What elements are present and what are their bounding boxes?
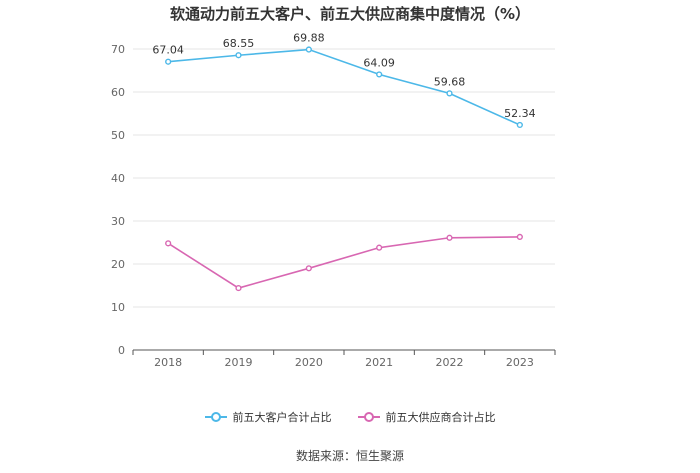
data-point-0-2 xyxy=(305,46,312,53)
y-tick-label-40: 40 xyxy=(111,172,125,185)
legend-swatch-customers xyxy=(204,412,227,422)
series-line-0 xyxy=(168,48,521,126)
x-tick-label-2019: 2019 xyxy=(225,356,253,369)
legend-label-customers: 前五大客户合计占比 xyxy=(232,411,332,424)
legend-swatch-suppliers xyxy=(357,412,380,422)
data-label-0-4: 59.68 xyxy=(434,75,466,88)
data-point-1-3 xyxy=(376,244,383,251)
data-source: 数据来源：恒生聚源 xyxy=(295,449,404,463)
data-point-1-1 xyxy=(235,284,242,292)
data-point-0-3 xyxy=(376,71,383,78)
data-label-0-5: 52.34 xyxy=(504,107,536,120)
y-tick-label-30: 30 xyxy=(111,215,125,228)
data-label-0-3: 64.09 xyxy=(363,56,395,69)
legend-item-suppliers[interactable]: 前五大供应商合计占比 xyxy=(357,409,496,425)
y-tick-label-0: 0 xyxy=(118,344,125,357)
x-tick-label-2018: 2018 xyxy=(154,356,182,369)
y-tick-label-10: 10 xyxy=(111,301,125,314)
data-point-1-0 xyxy=(165,240,172,247)
y-tick-label-20: 20 xyxy=(111,258,125,271)
series-line-1 xyxy=(167,236,520,289)
y-tick-label-70: 70 xyxy=(111,43,125,56)
legend-label-suppliers: 前五大供应商合计占比 xyxy=(385,411,496,424)
data-label-0-0: 67.04 xyxy=(152,44,184,57)
legend-item-customers[interactable]: 前五大客户合计占比 xyxy=(204,409,332,425)
data-point-1-4 xyxy=(446,234,453,241)
x-tick-label-2020: 2020 xyxy=(295,356,323,369)
y-tick-label-60: 60 xyxy=(111,86,125,99)
legend: 前五大客户合计占比 前五大供应商合计占比 xyxy=(0,409,700,425)
x-tick-label-2023: 2023 xyxy=(506,356,534,369)
data-point-0-1 xyxy=(235,52,242,59)
x-tick-label-2022: 2022 xyxy=(436,356,464,369)
data-point-0-5 xyxy=(516,121,523,129)
y-tick-label-50: 50 xyxy=(111,129,125,142)
chart-title: 软通动力前五大客户、前五大供应商集中度情况（%） xyxy=(169,5,531,23)
data-label-0-2: 69.88 xyxy=(293,32,325,45)
data-label-0-1: 68.55 xyxy=(223,37,255,50)
data-point-0-4 xyxy=(446,90,453,97)
data-point-0-0 xyxy=(165,58,172,65)
x-tick-label-2021: 2021 xyxy=(365,356,393,369)
data-point-1-2 xyxy=(305,265,312,272)
data-point-1-5 xyxy=(516,233,523,241)
